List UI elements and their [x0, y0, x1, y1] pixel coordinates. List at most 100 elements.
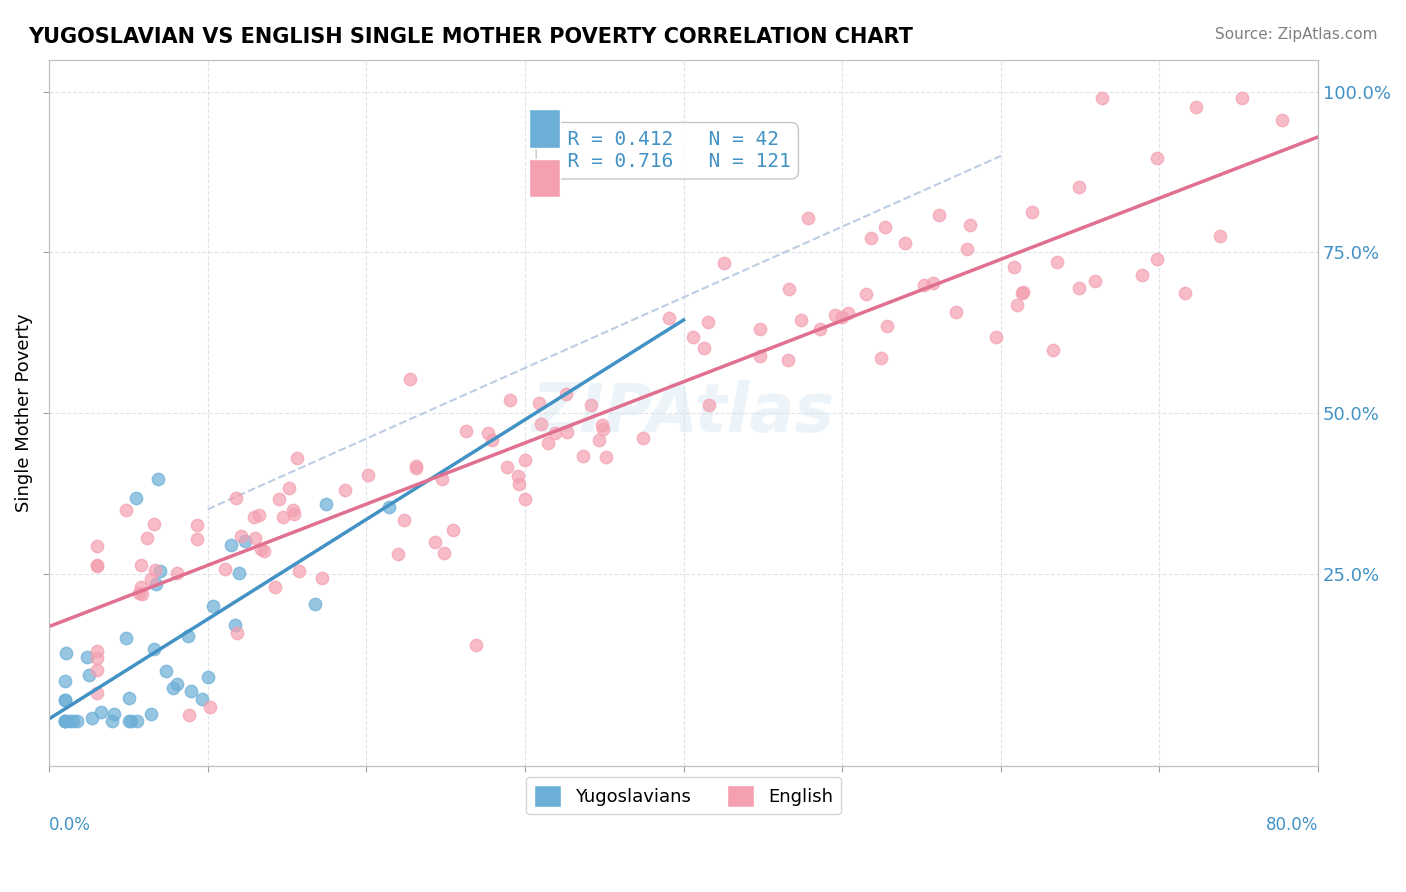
Point [748, 322, 770, 336]
Point [58, 714, 80, 729]
Point [101, 714, 124, 729]
Point [591, 418, 613, 433]
Point [114, 631, 136, 645]
Point [148, 472, 170, 486]
Point [249, 508, 271, 522]
Point [1146, 252, 1168, 267]
Point [166, 677, 188, 691]
Text: 80.0%: 80.0% [1265, 816, 1319, 834]
Point [1005, 298, 1028, 312]
Point [139, 707, 162, 722]
Point [264, 580, 287, 594]
Point [197, 670, 219, 684]
Point [162, 681, 184, 695]
Point [631, 432, 654, 446]
Point [53, 714, 76, 729]
Point [1271, 112, 1294, 127]
Text: 0.0%: 0.0% [49, 816, 91, 834]
Point [984, 330, 1007, 344]
Point [86, 663, 108, 677]
Point [713, 256, 735, 270]
Point [495, 460, 517, 475]
Point [959, 219, 981, 233]
Point [1012, 285, 1035, 299]
Point [595, 450, 617, 464]
Point [876, 318, 898, 333]
Point [875, 220, 897, 235]
Point [778, 352, 800, 367]
Point [693, 341, 716, 355]
Point [499, 393, 522, 408]
Point [62, 714, 84, 729]
Point [508, 468, 530, 483]
Point [53, 714, 76, 729]
Point [128, 586, 150, 600]
Point [136, 531, 159, 545]
Point [201, 599, 224, 613]
Text: Source: ZipAtlas.com: Source: ZipAtlas.com [1215, 27, 1378, 42]
Point [180, 684, 202, 698]
Point [267, 492, 290, 507]
Point [699, 398, 721, 412]
Point [537, 435, 560, 450]
Point [1084, 274, 1107, 288]
Point [405, 460, 427, 475]
Point [378, 500, 401, 515]
Point [77, 668, 100, 682]
Point [433, 546, 456, 560]
Point [80, 711, 103, 725]
Point [837, 306, 859, 320]
Point [288, 564, 311, 578]
Point [53, 674, 76, 689]
Point [233, 534, 256, 549]
Point [870, 351, 893, 365]
Point [283, 503, 305, 517]
Point [696, 315, 718, 329]
Point [592, 422, 614, 436]
Point [441, 523, 464, 537]
Point [86, 539, 108, 553]
Point [405, 458, 427, 473]
Point [118, 714, 141, 729]
Point [191, 692, 214, 706]
Point [186, 517, 208, 532]
Point [464, 638, 486, 652]
Point [143, 642, 166, 657]
Point [477, 425, 499, 440]
Point [658, 310, 681, 325]
Point [1004, 260, 1026, 274]
Point [922, 277, 945, 291]
Point [855, 287, 877, 301]
Point [55, 646, 77, 660]
Point [527, 396, 550, 410]
Point [304, 597, 326, 611]
Point [53, 693, 76, 707]
Point [955, 243, 977, 257]
Point [243, 531, 266, 545]
Point [357, 467, 380, 482]
Point [581, 397, 603, 411]
Point [86, 686, 108, 700]
Text: R = 0.412   N = 42
  R = 0.716   N = 121: R = 0.412 N = 42 R = 0.716 N = 121 [544, 130, 790, 171]
Point [76, 649, 98, 664]
Point [155, 664, 177, 678]
Point [859, 230, 882, 244]
FancyBboxPatch shape [529, 109, 561, 148]
Point [129, 558, 152, 573]
Point [508, 477, 530, 491]
Point [454, 425, 477, 439]
Text: YUGOSLAVIAN VS ENGLISH SINGLE MOTHER POVERTY CORRELATION CHART: YUGOSLAVIAN VS ENGLISH SINGLE MOTHER POV… [28, 27, 912, 46]
Point [228, 566, 250, 581]
Point [186, 532, 208, 546]
Point [1185, 100, 1208, 114]
Point [229, 529, 252, 543]
Point [333, 483, 356, 497]
Point [129, 581, 152, 595]
Point [797, 211, 820, 225]
Point [66, 714, 89, 729]
Point [243, 510, 266, 524]
Point [513, 452, 536, 467]
Point [778, 282, 800, 296]
Point [831, 310, 853, 325]
Point [149, 564, 172, 578]
